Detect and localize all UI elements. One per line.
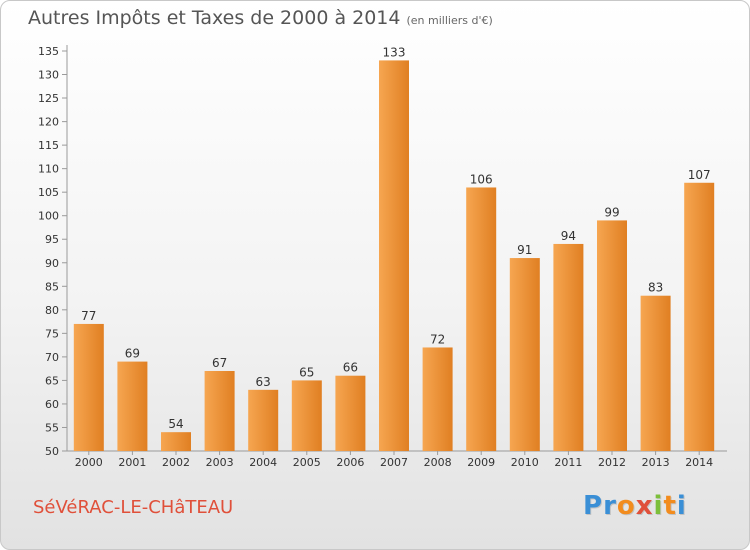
- y-tick-label: 135: [38, 45, 59, 58]
- data-label: 94: [561, 229, 576, 243]
- data-label: 99: [604, 205, 619, 219]
- y-tick-label: 100: [38, 210, 59, 223]
- bar: [117, 361, 148, 451]
- data-label: 67: [212, 356, 227, 370]
- proxiti-logo: Proxiti: [583, 491, 687, 521]
- chart-title-text: Autres Impôts et Taxes de 2000 à 2014: [28, 7, 401, 29]
- x-tick-label: 2003: [206, 456, 234, 469]
- bar: [684, 182, 715, 451]
- x-tick-label: 2001: [118, 456, 146, 469]
- bar-chart: 50 55 60 65 70 75 80 85 90 95 100 105 110 115 120 125 13…: [38, 45, 727, 469]
- logo-letter: o: [616, 491, 636, 521]
- y-tick-label: 60: [45, 398, 59, 411]
- x-tick-label: 2013: [642, 456, 670, 469]
- y-tick-label: 70: [45, 351, 59, 364]
- chart-title: Autres Impôts et Taxes de 2000 à 2014 (en…: [28, 7, 493, 29]
- data-label: 106: [470, 172, 493, 186]
- data-label: 107: [688, 168, 711, 182]
- x-tick-label: 2006: [336, 456, 364, 469]
- y-tick-label: 65: [45, 374, 59, 387]
- bar: [640, 295, 671, 451]
- bar: [422, 347, 453, 451]
- y-tick-label: 130: [38, 69, 59, 82]
- y-tick-label: 80: [45, 304, 59, 317]
- data-label: 65: [299, 365, 314, 379]
- logo-letter: i: [676, 491, 687, 521]
- y-tick-label: 75: [45, 327, 59, 340]
- logo-letter: x: [635, 491, 654, 521]
- y-tick-label: 110: [38, 163, 59, 176]
- logo-letter: P: [583, 491, 604, 521]
- x-tick-label: 2009: [467, 456, 495, 469]
- x-tick-label: 2000: [75, 456, 103, 469]
- y-tick-label: 105: [38, 186, 59, 199]
- bar: [553, 243, 584, 451]
- bar: [73, 323, 104, 451]
- data-label: 54: [168, 417, 183, 431]
- y-tick-label: 85: [45, 280, 59, 293]
- y-tick-label: 90: [45, 257, 59, 270]
- bar: [509, 258, 540, 451]
- x-tick-label: 2004: [249, 456, 277, 469]
- bar: [379, 60, 409, 451]
- bar: [335, 375, 366, 451]
- x-tick-label: 2012: [598, 456, 626, 469]
- x-tick-label: 2002: [162, 456, 190, 469]
- chart-unit: (en milliers d'€): [406, 14, 493, 27]
- data-label: 69: [125, 347, 140, 361]
- data-label: 83: [648, 281, 663, 295]
- data-label: 72: [430, 332, 445, 346]
- bar: [161, 432, 191, 451]
- y-tick-label: 55: [45, 421, 59, 434]
- data-label: 66: [343, 361, 358, 375]
- y-tick-label: 120: [38, 116, 59, 129]
- bar: [248, 389, 279, 451]
- commune-name: SéVéRAC-LE-CHâTEAU: [33, 497, 234, 518]
- data-label: 77: [81, 309, 96, 323]
- y-tick-label: 125: [38, 92, 59, 105]
- x-tick-label: 2014: [685, 456, 713, 469]
- x-tick-label: 2005: [293, 456, 321, 469]
- bar: [204, 371, 235, 451]
- y-tick-label: 115: [38, 139, 59, 152]
- bar: [597, 220, 627, 451]
- x-tick-label: 2010: [511, 456, 539, 469]
- bar: [466, 187, 497, 451]
- logo-letter: t: [663, 491, 677, 521]
- x-tick-label: 2008: [424, 456, 452, 469]
- x-tick-label: 2007: [380, 456, 408, 469]
- data-label: 133: [383, 45, 406, 59]
- bar: [291, 380, 322, 451]
- x-tick-label: 2011: [554, 456, 582, 469]
- data-label: 91: [517, 243, 532, 257]
- y-tick-label: 95: [45, 233, 59, 246]
- y-tick-label: 50: [45, 445, 59, 458]
- logo-letter: i: [653, 491, 664, 521]
- data-label: 63: [256, 375, 271, 389]
- bars: 77 69 54 67 63 65 66 133 72 106 91 94 99 83 107: [73, 45, 715, 451]
- logo-letter: r: [603, 491, 617, 521]
